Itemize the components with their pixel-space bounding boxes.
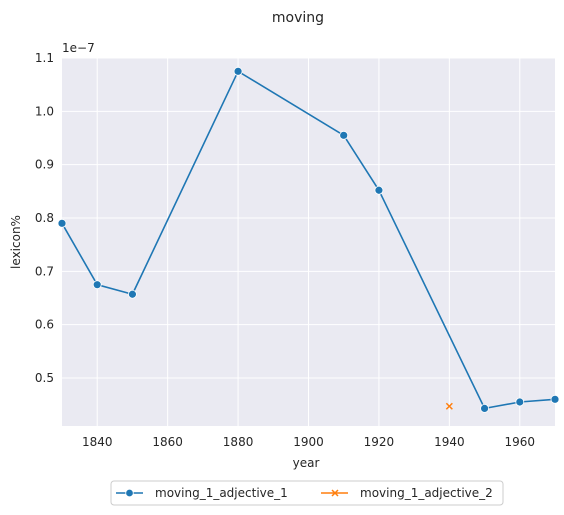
y-tick-label: 0.8 (35, 211, 54, 225)
data-point-series-1 (233, 66, 243, 76)
data-point-series-1 (339, 130, 349, 140)
chart-title: moving (272, 10, 324, 26)
data-point-series-1 (57, 218, 67, 228)
x-tick-label: 1860 (152, 435, 183, 449)
y-tick-label: 1.0 (35, 104, 54, 118)
data-point-series-1 (480, 403, 489, 413)
x-tick-label: 1900 (293, 435, 324, 449)
grid (62, 57, 555, 426)
legend-marker-series-1 (125, 488, 134, 498)
tick-labels: 1840 1860 1880 1900 1920 1940 1960 0.5 0.6 0.7 0.8… (35, 51, 535, 449)
data-point-series-1 (92, 280, 102, 290)
data-point-series-1 (515, 397, 525, 407)
legend-label-series-2: moving_1_adjective_2 (360, 486, 493, 500)
legend-box (110, 480, 504, 506)
data-point-series-2 (445, 402, 453, 410)
y-tick-label: 1.1 (35, 51, 54, 65)
x-tick-label: 1920 (364, 435, 395, 449)
y-tick-label: 0.7 (35, 264, 54, 278)
y-tick-label: 0.9 (35, 158, 54, 172)
y-offset-label: 1e−7 (62, 41, 95, 55)
data-point-series-1 (374, 185, 384, 195)
data-point-series-1 (550, 394, 560, 404)
y-tick-label: 0.6 (35, 318, 54, 332)
series-layer (57, 66, 560, 413)
x-tick-label: 1960 (505, 435, 536, 449)
x-tick-label: 1880 (223, 435, 254, 449)
legend: moving_1_adjective_1 moving_1_adjective_… (110, 480, 504, 506)
y-axis-label: lexicon% (9, 215, 23, 269)
legend-label-series-1: moving_1_adjective_1 (155, 486, 288, 500)
data-point-series-1 (128, 289, 137, 299)
x-tick-label: 1840 (82, 435, 113, 449)
legend-marker-series-2 (331, 489, 339, 497)
y-tick-label: 0.5 (35, 371, 54, 385)
x-tick-label: 1940 (434, 435, 465, 449)
x-axis-label: year (293, 456, 320, 470)
